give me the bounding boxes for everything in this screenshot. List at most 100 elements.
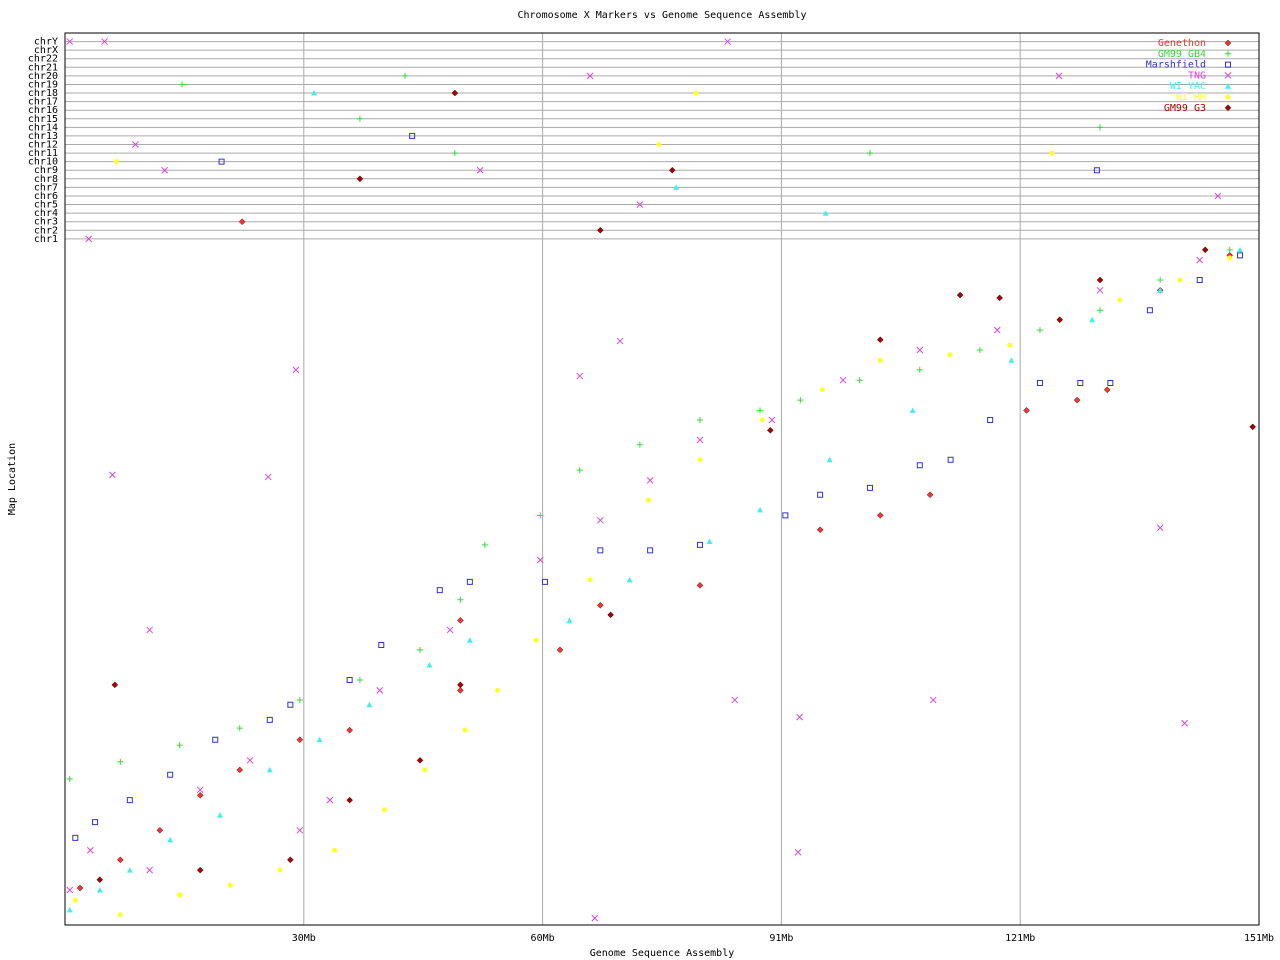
data-point <box>757 407 764 414</box>
data-point <box>757 506 764 513</box>
data-point <box>264 473 272 481</box>
y-tick-label: chr6 <box>34 191 58 202</box>
data-point <box>196 786 204 794</box>
data-point <box>636 201 644 208</box>
data-point <box>236 766 244 774</box>
data-point <box>212 736 219 743</box>
data-point <box>646 477 654 484</box>
data-point <box>1089 316 1096 323</box>
x-axis-label: Genome Sequence Assembly <box>590 948 735 959</box>
data-point <box>111 681 119 689</box>
data-point <box>1226 246 1233 253</box>
data-point <box>822 210 829 216</box>
legend-marker <box>1225 50 1231 57</box>
data-point <box>66 775 73 782</box>
data-point <box>794 848 802 856</box>
data-point <box>1049 150 1055 156</box>
data-point <box>238 218 246 225</box>
data-point <box>607 611 614 619</box>
data-point <box>1036 327 1043 334</box>
data-point <box>646 497 652 503</box>
data-point <box>356 175 364 183</box>
y-tick-label: chr20 <box>28 71 58 82</box>
y-tick-label: chr2 <box>34 225 58 236</box>
y-tick-label: chrY <box>34 37 58 48</box>
data-point <box>616 337 624 345</box>
y-tick-label: chr1 <box>34 234 58 245</box>
data-point <box>417 646 424 653</box>
data-point <box>466 578 473 585</box>
data-point <box>876 512 884 519</box>
data-point <box>533 637 539 643</box>
data-point <box>72 834 79 841</box>
data-point <box>587 577 593 583</box>
data-point <box>996 294 1003 302</box>
data-point <box>866 484 873 491</box>
data-point <box>287 701 294 708</box>
legend-label: GM99 GB4 <box>1158 49 1206 60</box>
data-point <box>696 582 704 589</box>
data-point <box>227 882 233 888</box>
data-point <box>576 372 584 380</box>
data-point <box>947 456 954 463</box>
y-tick-label: chr3 <box>34 217 58 228</box>
data-point <box>436 587 443 594</box>
y-tick-label: chr10 <box>28 157 58 168</box>
data-point <box>266 766 273 773</box>
data-point <box>1237 246 1244 253</box>
data-point <box>876 336 884 343</box>
data-point <box>311 90 318 96</box>
data-point <box>976 347 983 354</box>
y-tick-label: chr17 <box>28 97 58 108</box>
data-point <box>85 235 93 243</box>
data-point <box>866 150 873 157</box>
y-tick-label: chr11 <box>28 148 58 159</box>
data-point <box>266 716 273 723</box>
data-point <box>782 512 789 519</box>
data-point <box>820 387 826 393</box>
data-point <box>537 512 544 519</box>
legend-marker <box>1224 72 1232 79</box>
data-point <box>101 38 108 45</box>
x-tick-label: 151Mb <box>1244 933 1274 944</box>
data-point <box>916 346 924 354</box>
data-point <box>92 819 99 826</box>
data-point <box>117 856 124 864</box>
data-point <box>916 366 923 373</box>
data-point <box>626 576 633 583</box>
data-point <box>987 416 994 423</box>
data-point <box>167 836 174 843</box>
data-point <box>1096 286 1104 294</box>
plot-frame <box>64 32 1260 926</box>
data-point <box>767 427 774 434</box>
y-tick-label: chr7 <box>34 182 58 193</box>
data-point <box>296 736 304 744</box>
data-point <box>696 416 703 423</box>
data-point <box>177 892 183 898</box>
data-point <box>1249 423 1256 431</box>
data-point <box>1023 407 1030 414</box>
data-point <box>426 661 433 668</box>
data-point <box>402 72 409 79</box>
data-point <box>476 166 484 174</box>
data-point <box>66 38 74 45</box>
data-point <box>1157 287 1164 293</box>
data-point <box>409 132 416 139</box>
data-point <box>96 876 104 883</box>
data-point <box>1177 277 1183 283</box>
data-point <box>1146 307 1153 314</box>
legend-marker <box>1224 39 1232 47</box>
data-point <box>126 867 133 873</box>
data-point <box>156 827 164 834</box>
y-tick-label: chr5 <box>34 200 58 211</box>
data-point <box>673 184 680 190</box>
data-point <box>316 736 323 743</box>
data-point <box>113 159 119 165</box>
legend-label: Genethon <box>1158 38 1206 49</box>
data-point <box>1055 72 1063 80</box>
data-point <box>877 357 883 363</box>
y-tick-label: chr4 <box>34 208 58 219</box>
data-point <box>378 642 385 649</box>
